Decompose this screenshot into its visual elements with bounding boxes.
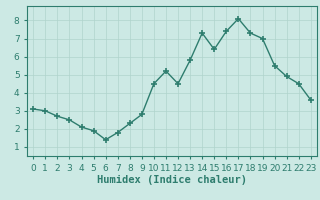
- X-axis label: Humidex (Indice chaleur): Humidex (Indice chaleur): [97, 175, 247, 185]
